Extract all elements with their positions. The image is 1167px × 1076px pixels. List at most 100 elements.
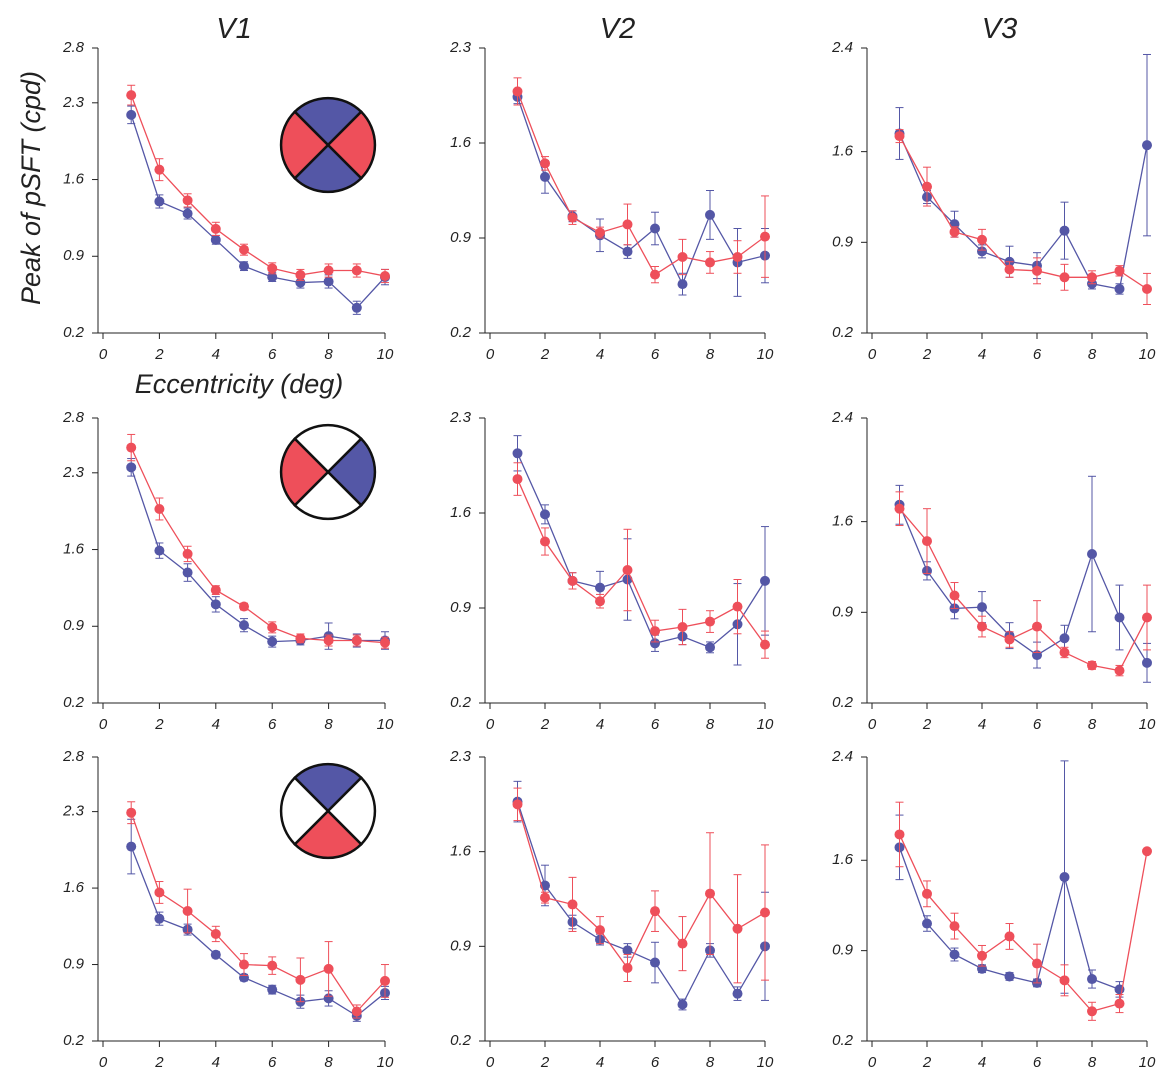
y-tick-label: 0.2 — [832, 1032, 854, 1049]
y-tick-label: 2.8 — [62, 748, 85, 765]
data-point — [760, 639, 770, 650]
x-tick-label: 8 — [706, 716, 715, 733]
data-point — [1004, 971, 1015, 982]
x-tick-label: 10 — [1139, 346, 1156, 363]
column-title: V1 — [216, 13, 251, 45]
data-point — [1087, 272, 1097, 283]
y-axis-label: Peak of pSFT (cpd) — [16, 71, 46, 305]
y-tick-label: 0.2 — [450, 694, 472, 711]
x-tick-label: 6 — [651, 716, 660, 733]
data-point — [1059, 225, 1070, 236]
y-tick-label: 2.3 — [62, 803, 85, 820]
x-tick-label: 0 — [486, 1054, 495, 1071]
data-point — [650, 638, 660, 649]
data-point — [512, 448, 523, 459]
data-point — [380, 975, 390, 986]
data-point — [210, 234, 221, 245]
data-point — [1142, 846, 1152, 857]
data-point — [351, 302, 362, 313]
data-point — [977, 234, 987, 245]
y-tick-label: 0.9 — [63, 956, 85, 973]
series-line — [516, 453, 766, 649]
data-point — [894, 131, 905, 142]
data-point — [210, 928, 221, 939]
series-line — [516, 801, 766, 1006]
data-point — [595, 596, 605, 607]
data-point — [182, 567, 193, 578]
x-tick-label: 2 — [540, 716, 550, 733]
series-line — [516, 96, 766, 286]
y-tick-label: 0.9 — [832, 603, 854, 620]
y-tick-label: 2.3 — [449, 409, 472, 426]
data-point — [295, 974, 306, 985]
y-tick-label: 1.6 — [450, 504, 472, 521]
x-tick-label: 0 — [486, 716, 495, 733]
data-point — [351, 635, 362, 646]
x-tick-label: 6 — [1033, 716, 1042, 733]
data-point — [622, 945, 633, 956]
x-tick-label: 10 — [757, 346, 774, 363]
data-point — [732, 601, 743, 612]
data-point — [1032, 621, 1042, 632]
x-tick-label: 8 — [706, 346, 715, 363]
y-tick-label: 2.4 — [831, 409, 853, 426]
data-point — [126, 841, 137, 852]
data-point — [760, 575, 770, 586]
x-tick-label: 6 — [651, 1054, 660, 1071]
series-line — [130, 114, 386, 309]
data-point — [126, 462, 137, 473]
y-tick-label: 2.3 — [449, 39, 472, 56]
x-tick-label: 0 — [99, 346, 108, 363]
y-tick-label: 0.9 — [63, 617, 85, 634]
series-line — [898, 135, 1148, 290]
data-point — [323, 265, 334, 276]
data-point — [154, 503, 165, 514]
data-point — [126, 109, 137, 120]
stimulus-icon — [279, 96, 377, 194]
y-tick-label: 0.9 — [832, 942, 854, 959]
data-point — [922, 181, 932, 192]
data-point — [949, 949, 960, 960]
y-tick-label: 1.6 — [832, 513, 854, 530]
column-title: V3 — [982, 13, 1017, 45]
x-tick-label: 2 — [922, 346, 932, 363]
data-point — [732, 923, 743, 934]
data-point — [295, 269, 306, 280]
data-point — [1142, 657, 1152, 668]
y-tick-label: 2.8 — [62, 409, 85, 426]
data-point — [239, 601, 249, 612]
x-tick-label: 0 — [99, 716, 108, 733]
stimulus-icon — [279, 423, 377, 521]
x-tick-label: 8 — [1088, 1054, 1097, 1071]
x-tick-label: 2 — [154, 346, 164, 363]
data-point — [894, 503, 905, 514]
x-tick-label: 10 — [377, 716, 394, 733]
x-tick-label: 2 — [540, 1054, 550, 1071]
data-point — [760, 907, 770, 918]
y-tick-label: 0.2 — [63, 694, 85, 711]
x-tick-label: 10 — [377, 346, 394, 363]
data-point — [267, 272, 278, 283]
data-point — [540, 158, 550, 169]
data-point — [650, 957, 660, 968]
data-point — [1059, 872, 1070, 883]
data-point — [1059, 633, 1070, 644]
data-point — [677, 252, 688, 262]
data-point — [323, 635, 334, 646]
data-point — [1059, 975, 1070, 986]
series-line — [898, 133, 1148, 290]
data-point — [267, 984, 278, 995]
data-point — [1114, 265, 1125, 276]
data-point — [977, 246, 987, 257]
data-point — [949, 590, 960, 601]
data-point — [126, 442, 137, 453]
x-tick-label: 6 — [1033, 346, 1042, 363]
x-tick-label: 10 — [1139, 716, 1156, 733]
data-point — [267, 960, 278, 971]
series-line — [130, 467, 385, 643]
y-tick-label: 2.8 — [62, 39, 85, 56]
x-tick-label: 4 — [978, 716, 986, 733]
data-point — [760, 231, 770, 242]
data-point — [977, 950, 987, 961]
